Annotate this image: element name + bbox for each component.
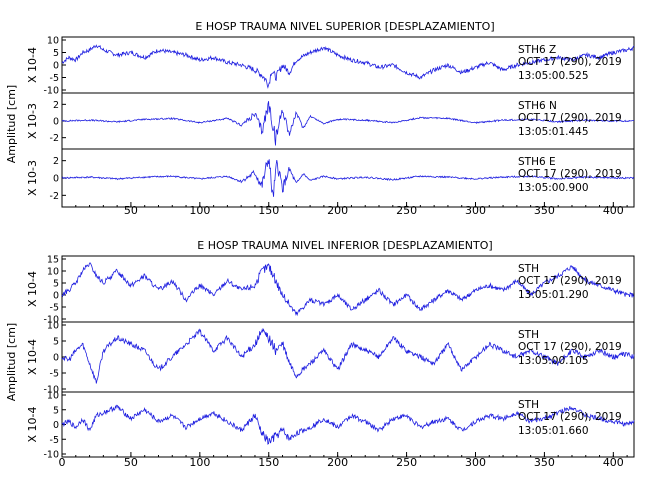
y-tick-label: -5 (50, 303, 59, 314)
y-tick-label: 2 (53, 156, 59, 167)
station-label: STH (518, 399, 539, 411)
y-tick-label: -5 (50, 369, 59, 380)
chart-title-top: E HOSP TRAUMA NIVEL SUPERIOR [DESPLAZAMI… (195, 20, 494, 33)
time-label: 13:05:01.290 (518, 289, 589, 301)
time-label: 13:05:00.105 (518, 355, 589, 367)
scale-label: X 10-4 (26, 339, 39, 375)
y-tick-label: -10 (43, 450, 59, 461)
date-label: OCT 17 (290), 2019 (518, 275, 622, 287)
station-label: STH (518, 263, 539, 275)
y-tick-label: -5 (50, 73, 59, 84)
date-label: OCT 17 (290), 2019 (518, 341, 622, 353)
date-label: OCT 17 (290), 2019 (518, 112, 622, 124)
station-label: STH (518, 329, 539, 341)
y-tick-label: 2 (53, 100, 59, 111)
x-tick-label: 0 (59, 456, 66, 469)
y-tick-label: 0 (53, 61, 59, 72)
y-tick-label: 10 (47, 391, 59, 402)
y-tick-label: 0 (53, 117, 59, 128)
time-label: 13:05:01.660 (518, 425, 589, 437)
x-tick-label: 250 (396, 204, 417, 217)
y-tick-label: 5 (53, 405, 59, 416)
y-tick-label: 15 (47, 255, 59, 266)
scale-label: X 10-4 (26, 407, 39, 443)
y-tick-label: -10 (43, 385, 59, 396)
x-tick-label: 150 (258, 456, 279, 469)
y-tick-label: -2 (50, 133, 59, 144)
waveform-trace (61, 262, 635, 317)
waveform-trace (61, 44, 635, 89)
scale-label: X 10-3 (26, 160, 39, 196)
scale-label: X 10-4 (26, 271, 39, 307)
y-tick-label: 10 (47, 36, 59, 47)
x-tick-label: 50 (124, 204, 138, 217)
x-tick-label: 300 (465, 204, 486, 217)
x-tick-label: 100 (189, 204, 210, 217)
station-label: STH6 Z (518, 44, 556, 56)
waveform-trace (61, 327, 635, 384)
scale-label: X 10-3 (26, 103, 39, 139)
waveform-trace (61, 159, 635, 197)
plot-frame (61, 36, 635, 208)
y-tick-label: 0 (53, 174, 59, 185)
y-axis-label-top: Amplitud [cm] (5, 85, 18, 163)
y-tick-label: -5 (50, 435, 59, 446)
x-tick-label: 400 (603, 456, 624, 469)
station-label: STH6 N (518, 100, 557, 112)
station-label: STH6 E (518, 156, 556, 168)
date-label: OCT 17 (290), 2019 (518, 168, 622, 180)
y-tick-label: 0 (53, 291, 59, 302)
chart-title-bottom: E HOSP TRAUMA NIVEL INFERIOR [DESPLAZAMI… (197, 239, 492, 252)
scale-label: X 10-4 (26, 47, 39, 83)
date-label: OCT 17 (290), 2019 (518, 411, 622, 423)
y-tick-label: 0 (53, 420, 59, 431)
y-tick-label: 10 (47, 321, 59, 332)
y-tick-label: -10 (43, 315, 59, 326)
date-label: OCT 17 (290), 2019 (518, 56, 622, 68)
y-tick-label: 5 (53, 48, 59, 59)
x-tick-label: 200 (327, 456, 348, 469)
x-tick-label: 50 (124, 456, 138, 469)
y-tick-label: 0 (53, 353, 59, 364)
x-tick-label: 100 (189, 456, 210, 469)
waveform-trace (61, 101, 635, 146)
x-tick-label: 350 (534, 456, 555, 469)
time-label: 13:05:01.445 (518, 126, 589, 138)
waveform-traces (61, 44, 635, 445)
panel-frames (61, 36, 635, 458)
x-tick-label: 350 (534, 204, 555, 217)
y-tick-label: 5 (53, 279, 59, 290)
x-tick-label: 400 (603, 204, 624, 217)
waveform-trace (61, 404, 635, 445)
y-axis-label-bottom: Amplitud [cm] (5, 323, 18, 401)
x-tick-label: 250 (396, 456, 417, 469)
x-tick-label: 200 (327, 204, 348, 217)
y-tick-label: -2 (50, 191, 59, 202)
y-tick-label: -10 (43, 86, 59, 97)
y-tick-label: 10 (47, 267, 59, 278)
time-label: 13:05:00.525 (518, 70, 589, 82)
x-tick-label: 150 (258, 204, 279, 217)
x-tick-label: 300 (465, 456, 486, 469)
time-label: 13:05:00.900 (518, 182, 589, 194)
y-tick-label: 5 (53, 337, 59, 348)
